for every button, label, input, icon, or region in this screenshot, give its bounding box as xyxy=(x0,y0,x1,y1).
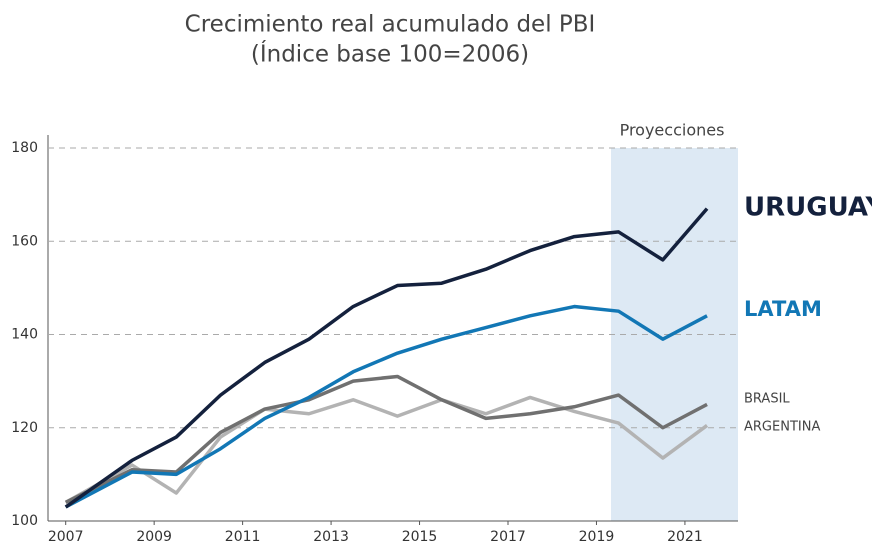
x-tick-label: 2009 xyxy=(136,529,172,545)
series-line xyxy=(64,207,709,509)
y-tick-label: 180 xyxy=(11,140,38,156)
y-tick-label: 160 xyxy=(11,233,38,249)
series-line xyxy=(64,304,708,509)
x-tick-label: 2017 xyxy=(490,529,526,545)
legend-label: URUGUAY xyxy=(744,193,872,223)
series-line xyxy=(64,395,709,504)
legend-label: ARGENTINA xyxy=(744,420,820,435)
y-tick-label: 100 xyxy=(11,513,38,529)
x-tick-label: 2013 xyxy=(313,529,349,545)
legend-label: BRASIL xyxy=(744,392,790,407)
x-tick-label: 2021 xyxy=(667,529,703,545)
x-tick-label: 2007 xyxy=(48,529,84,545)
chart-subtitle: (Índice base 100=2006) xyxy=(251,40,529,68)
legend-label: LATAM xyxy=(744,297,822,321)
x-tick-label: 2011 xyxy=(225,529,261,545)
y-tick-label: 120 xyxy=(11,420,38,436)
y-tick-label: 140 xyxy=(11,327,38,343)
chart-title: Crecimiento real acumulado del PBI xyxy=(185,12,596,38)
x-tick-label: 2019 xyxy=(579,529,615,545)
x-tick-label: 2015 xyxy=(402,529,438,545)
annotation: Proyecciones xyxy=(620,121,725,140)
series-line xyxy=(64,374,708,504)
